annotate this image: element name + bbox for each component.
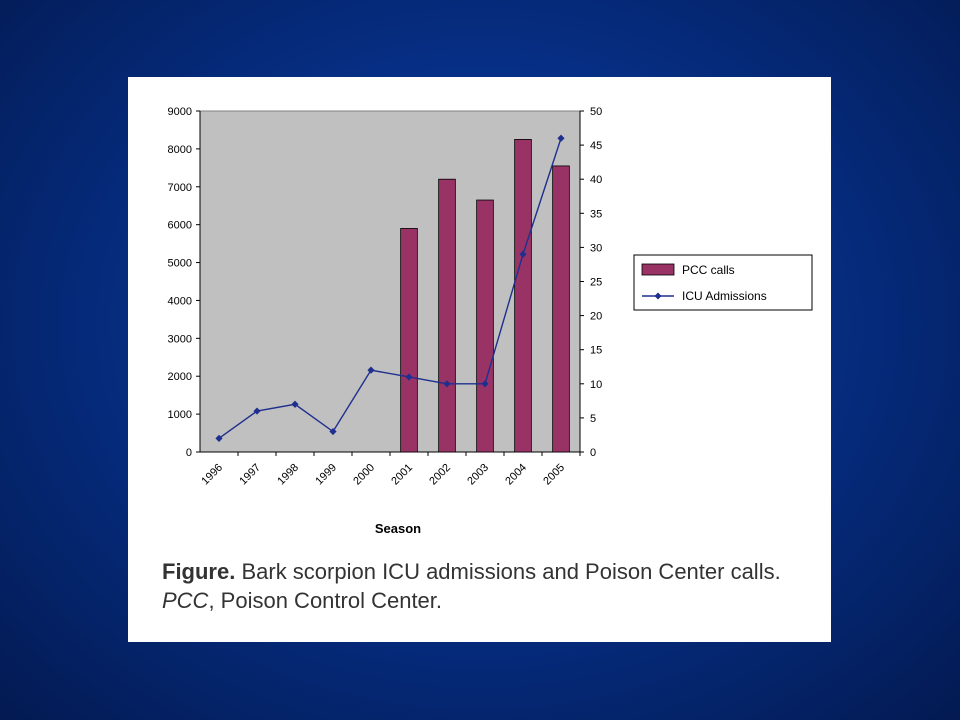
y-tick-label: 8000 [168,144,192,156]
y-tick-label: 7000 [168,182,192,194]
point-icu-admissions [329,427,337,436]
x-tick-label: 1997 [237,462,263,488]
legend-swatch-pcc-calls [641,263,675,276]
y2-tick-label: 35 [590,208,602,220]
point-icu-admissions [557,134,565,142]
x-tick-label: 2005 [541,462,567,488]
x-tick-label: 1998 [275,462,301,488]
y2-tick-label: 25 [590,277,602,289]
y2-tick-label: 50 [590,106,602,118]
y-tick-label: 9000 [168,106,192,118]
y-tick-label: 5000 [168,258,192,270]
x-tick-label: 1999 [313,462,339,488]
y2-tick-label: 20 [590,311,602,323]
y-tick-label: 4000 [168,295,192,307]
y-tick-label: 3000 [168,333,192,345]
bar-pcc-calls [552,165,570,453]
bar-pcc-calls [514,139,532,453]
y2-tick-label: 5 [590,413,596,425]
caption-text-1: Bark scorpion ICU admissions and Poison … [235,559,781,584]
x-tick-label: 1996 [199,462,225,488]
y2-tick-label: 10 [590,379,602,391]
caption-label: Figure. [162,559,236,584]
legend-label-pcc-calls: PCC calls [682,263,735,277]
x-tick-label: 2001 [389,462,415,488]
y2-tick-label: 15 [590,345,602,357]
point-icu-admissions [405,373,413,381]
legend-label-icu-admissions: ICU Admissions [682,289,767,303]
point-icu-admissions [253,407,261,415]
y2-tick-label: 0 [590,447,596,459]
legend-marker-icu-admissions [654,292,662,300]
caption-abbrev: PCC [162,588,209,613]
x-tick-label: 2002 [427,462,453,488]
y-tick-label: 6000 [168,220,192,232]
figure-caption: Figure. Bark scorpion ICU admissions and… [162,557,822,615]
point-icu-admissions [367,366,375,374]
y-tick-label: 2000 [168,371,192,383]
y2-tick-label: 40 [590,174,602,186]
bar-pcc-calls [476,199,494,453]
x-tick-label: 2004 [503,462,529,488]
figure-card: 0 1000 2000 3000 4000 5000 6000 7000 8000 9000 0 5 1… [128,77,831,642]
bar-pcc-calls [400,228,418,453]
y-tick-label: 1000 [168,409,192,421]
point-icu-admissions [215,434,223,442]
x-axis-title: Season [375,521,421,536]
bar-pcc-calls [438,178,456,453]
line-icu-admissions [218,138,562,439]
point-icu-admissions [291,400,299,408]
caption-text-2: , Poison Control Center. [208,588,443,613]
x-tick-label: 2003 [465,462,491,488]
y-tick-label: 0 [186,447,192,459]
x-tick-label: 2000 [351,462,377,488]
point-icu-admissions [443,380,451,388]
chart: 0 1000 2000 3000 4000 5000 6000 7000 8000 9000 0 5 1… [168,106,813,536]
point-icu-admissions [519,250,527,258]
y2-tick-label: 45 [590,140,602,152]
point-icu-admissions [481,380,489,388]
y2-tick-label: 30 [590,242,602,254]
